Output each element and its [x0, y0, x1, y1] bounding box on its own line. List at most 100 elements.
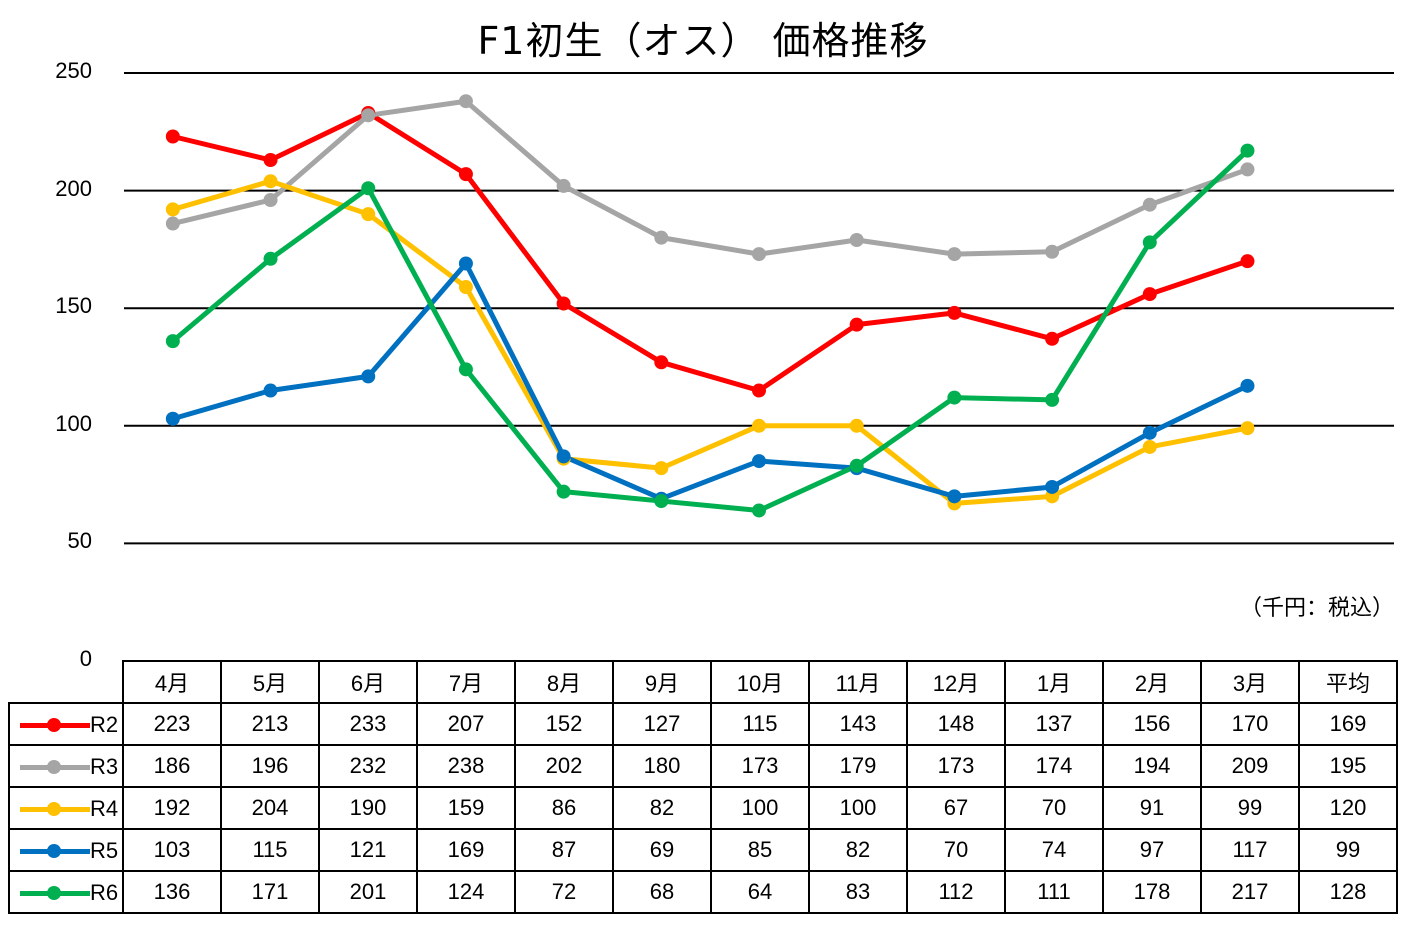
table-cell: 127	[612, 702, 712, 746]
table-cell: 179	[808, 744, 908, 788]
series-name: R5	[89, 837, 119, 863]
data-point-r4	[849, 418, 864, 433]
data-point-r2	[654, 355, 669, 370]
data-point-r3	[849, 232, 864, 247]
table-cell: 103	[122, 828, 222, 872]
table-cell: 213	[220, 702, 320, 746]
table-cell: 186	[122, 744, 222, 788]
table-cell: 173	[906, 744, 1006, 788]
table-cell: 70	[1004, 786, 1104, 830]
series-lines	[171, 98, 1250, 513]
data-point-r6	[752, 503, 766, 518]
month-header: 9月	[612, 660, 712, 704]
table-cell: 97	[1102, 828, 1202, 872]
table-cell: 137	[1004, 702, 1104, 746]
data-point-r4	[1240, 421, 1255, 436]
table-cell: 170	[1200, 702, 1300, 746]
y-tick-label: 50	[67, 528, 92, 554]
table-cell: 159	[416, 786, 516, 830]
y-tick-label: 250	[55, 58, 92, 83]
table-cell: 136	[122, 870, 222, 914]
data-point-r2	[947, 305, 962, 320]
data-point-r3	[947, 247, 962, 262]
data-point-r6	[1142, 235, 1157, 250]
table-cell: 143	[808, 702, 908, 746]
average-cell: 99	[1298, 828, 1398, 872]
table-cell: 121	[318, 828, 418, 872]
table-cell: 74	[1004, 828, 1104, 872]
gridlines	[124, 72, 1394, 545]
table-cell: 91	[1102, 786, 1202, 830]
data-point-r2	[752, 383, 766, 398]
legend-entry: R3	[8, 744, 124, 788]
month-header: 7月	[416, 660, 516, 704]
legend-entry: R2	[8, 702, 124, 746]
table-cell: 190	[318, 786, 418, 830]
data-point-r3	[1142, 197, 1157, 212]
series-line-r5	[172, 261, 1249, 502]
table-cell: 100	[710, 786, 810, 830]
data-point-r4	[654, 461, 669, 476]
data-point-r5	[263, 383, 278, 398]
table-cell: 174	[1004, 744, 1104, 788]
data-point-r5	[1142, 425, 1157, 440]
table-cell: 194	[1102, 744, 1202, 788]
table-cell: 178	[1102, 870, 1202, 914]
table-cell: 171	[220, 870, 320, 914]
month-header: 12月	[906, 660, 1006, 704]
month-header: 3月	[1200, 660, 1300, 704]
table-cell: 99	[1200, 786, 1300, 830]
table-cell: 67	[906, 786, 1006, 830]
table-cell: 238	[416, 744, 516, 788]
data-point-r6	[458, 362, 473, 377]
table-cell: 87	[514, 828, 614, 872]
table-cell: 192	[122, 786, 222, 830]
average-cell: 128	[1298, 870, 1398, 914]
data-point-r5	[556, 449, 571, 464]
table-cell: 111	[1004, 870, 1104, 914]
data-point-r5	[947, 489, 962, 504]
average-cell: 195	[1298, 744, 1398, 788]
table-cell: 86	[514, 786, 614, 830]
data-point-r6	[263, 251, 278, 266]
month-header: 2月	[1102, 660, 1202, 704]
table-cell: 70	[906, 828, 1006, 872]
month-header: 8月	[514, 660, 614, 704]
table-cell: 115	[710, 702, 810, 746]
table-row: R6 136 171 201 124 72 68 64 83 112 111 178 217 128	[8, 870, 1398, 914]
data-point-r2	[458, 167, 473, 182]
table-cell: 217	[1200, 870, 1300, 914]
y-tick-label: 150	[55, 293, 92, 319]
average-header: 平均	[1298, 660, 1398, 704]
data-point-r3	[458, 94, 473, 109]
legend-key-icon	[19, 759, 90, 774]
month-header: 1月	[1004, 660, 1104, 704]
data-point-r5	[458, 256, 473, 271]
data-point-r2	[1240, 254, 1255, 269]
table-cell: 124	[416, 870, 516, 914]
data-point-r6	[165, 334, 180, 349]
data-point-r3	[1045, 244, 1060, 259]
legend-key-icon	[19, 801, 90, 816]
legend-entry: R5	[8, 828, 124, 872]
month-header: 11月	[808, 660, 908, 704]
data-point-r2	[1045, 331, 1060, 346]
data-point-r4	[458, 280, 473, 295]
unit-note: （千円：税込）	[1239, 596, 1394, 621]
data-point-r6	[849, 458, 864, 473]
data-point-r2	[556, 296, 571, 311]
table-cell: 85	[710, 828, 810, 872]
table-cell: 201	[318, 870, 418, 914]
series-line-r3	[172, 98, 1249, 257]
table-cell: 82	[808, 828, 908, 872]
y-tick-label: 200	[55, 175, 92, 201]
data-point-r5	[1045, 479, 1060, 494]
data-point-r5	[361, 369, 376, 384]
table-cell: 115	[220, 828, 320, 872]
table-cell: 148	[906, 702, 1006, 746]
table-cell: 204	[220, 786, 320, 830]
table-cell: 100	[808, 786, 908, 830]
table-corner	[9, 661, 124, 704]
data-point-r4	[165, 202, 180, 217]
data-point-r2	[849, 317, 864, 332]
